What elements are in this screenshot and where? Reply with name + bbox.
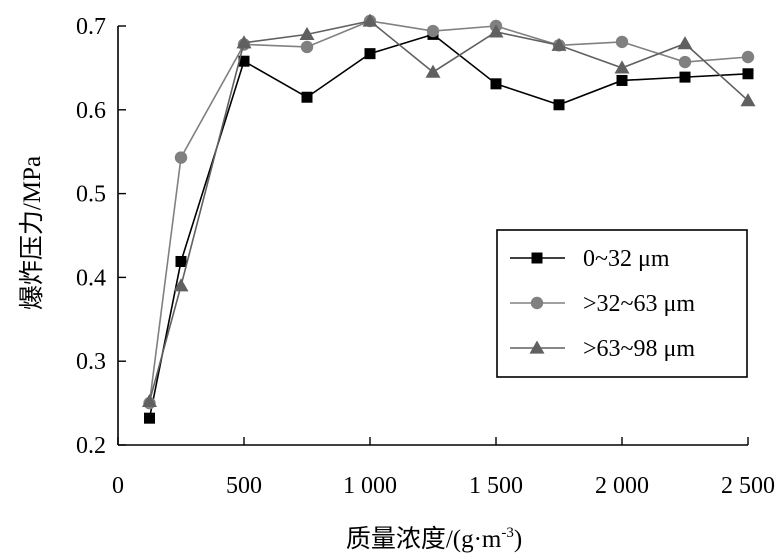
data-point: [173, 278, 189, 292]
x-tick-label: 2 500: [721, 473, 775, 499]
x-axis-label-main: 质量浓度/(g·m: [346, 525, 502, 553]
legend: 0~32 μm >32~63 μm >63~98 μm: [496, 229, 748, 378]
data-point: [488, 24, 504, 38]
legend-entry: >32~63 μm: [510, 291, 695, 317]
x-axis-label-sup: -3: [501, 525, 514, 541]
data-point: [616, 74, 628, 86]
y-tick-label: 0.2: [76, 433, 106, 459]
legend-entry: 0~32 μm: [510, 246, 670, 272]
data-point: [175, 255, 187, 267]
data-point: [740, 93, 756, 107]
legend-label: 0~32 μm: [583, 246, 670, 272]
data-point: [490, 78, 502, 90]
data-point: [553, 99, 565, 111]
x-axis-label-end: ): [514, 526, 522, 553]
data-point: [144, 412, 155, 424]
x-tick-label: 500: [226, 473, 262, 499]
data-point: [679, 71, 691, 83]
series-triangle: [142, 13, 756, 408]
y-tick-label: 0.7: [76, 14, 106, 40]
y-tick-label: 0.3: [76, 349, 106, 375]
legend-entry: >63~98 μm: [510, 336, 695, 362]
x-tick-label: 1 000: [343, 473, 397, 499]
data-point: [614, 60, 630, 74]
data-point: [615, 35, 629, 49]
data-point: [362, 13, 378, 27]
legend-marker: [530, 296, 544, 310]
data-point: [741, 50, 755, 64]
x-tick-label: 0: [112, 473, 124, 499]
legend-marker: [529, 340, 545, 354]
data-point: [425, 64, 441, 78]
y-tick-label: 0.5: [76, 182, 106, 208]
x-tick-label: 1 500: [469, 473, 523, 499]
data-point: [238, 55, 250, 67]
ticks: 0.2 0.3 0.4 0.5 0.6 0.7 0 500 1 000 1 500 2 000 2 5…: [76, 14, 775, 499]
data-point: [742, 68, 754, 80]
y-axis-label: 爆炸压力/MPa: [18, 156, 46, 310]
legend-label: >63~98 μm: [583, 336, 695, 362]
data-point: [678, 55, 692, 69]
data-point: [364, 48, 376, 60]
data-point: [677, 36, 693, 50]
legend-marker: [531, 252, 543, 264]
data-point: [142, 393, 157, 408]
data-point: [174, 151, 188, 164]
data-point: [299, 26, 315, 41]
y-tick-label: 0.4: [76, 265, 106, 291]
data-point: [551, 37, 567, 51]
data-point: [236, 35, 252, 49]
x-axis-label: 质量浓度/(g·m-3): [346, 525, 522, 553]
data-point: [301, 91, 313, 103]
data-point: [426, 24, 440, 38]
data-point: [300, 40, 314, 54]
x-tick-label: 2 000: [595, 473, 649, 499]
legend-label: >32~63 μm: [583, 291, 695, 317]
series-layer: [142, 13, 756, 424]
axes: [117, 26, 748, 446]
y-tick-label: 0.6: [76, 98, 106, 124]
